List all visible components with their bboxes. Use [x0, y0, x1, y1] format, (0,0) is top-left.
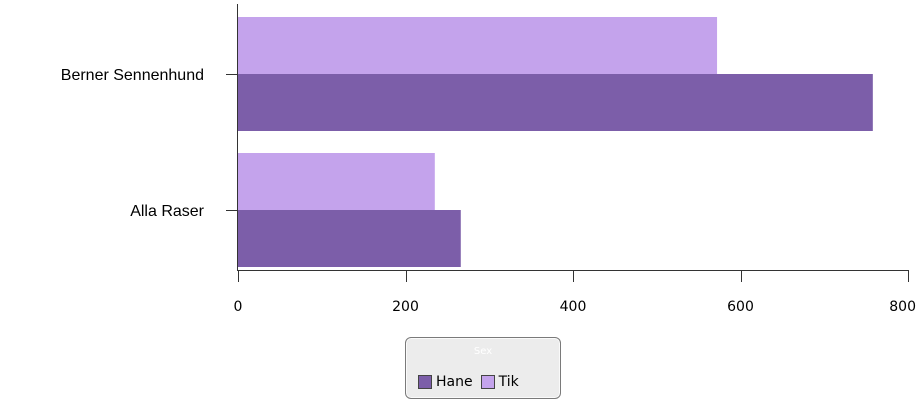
- x-tick-label: 400: [560, 299, 587, 315]
- bar-alla-raser-tik[interactable]: [238, 153, 435, 210]
- bar-berner-sennenhund-hane[interactable]: [238, 74, 873, 131]
- bar-berner-sennenhund-tik[interactable]: [238, 17, 718, 74]
- x-tick-label: 200: [392, 299, 419, 315]
- legend: Sex Hane Tik: [405, 337, 561, 399]
- bar-alla-raser-hane[interactable]: [238, 210, 461, 267]
- legend-item-tik[interactable]: Tik: [480, 374, 519, 390]
- legend-title: Sex: [473, 346, 493, 357]
- bars-group: [238, 17, 873, 267]
- y-tick-label: Alla Raser: [130, 203, 204, 220]
- y-tick-label: Berner Sennenhund: [61, 67, 204, 84]
- x-tick-label: 600: [727, 299, 754, 315]
- legend-label-tik: Tik: [498, 374, 519, 390]
- legend-swatch-tik: [480, 375, 495, 389]
- legend-swatch-hane: [418, 375, 432, 389]
- x-tick-label: 0: [234, 299, 243, 315]
- x-ticks-group: 0 200 400 600 800: [234, 270, 916, 315]
- legend-items: Hane Tik: [418, 374, 527, 390]
- legend-label-hane: Hane: [436, 374, 473, 390]
- y-ticks-group: Berner Sennenhund Alla Raser: [61, 67, 237, 220]
- x-tick-label: 800: [889, 299, 916, 315]
- legend-item-hane[interactable]: Hane: [418, 374, 473, 390]
